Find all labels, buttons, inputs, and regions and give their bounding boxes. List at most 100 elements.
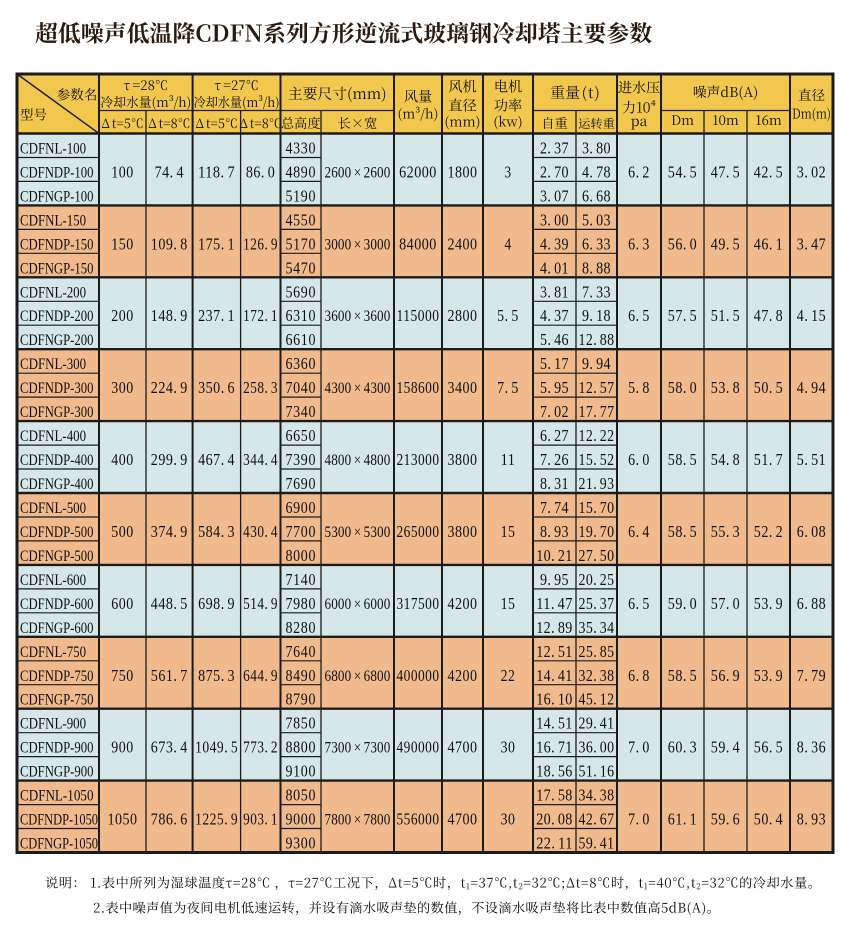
svg-text:6. 4: 6. 4 [628,522,650,541]
svg-text:1800: 1800 [447,162,477,181]
svg-text:CDFNL-600: CDFNL-600 [20,571,86,589]
svg-text:6. 5: 6. 5 [628,306,650,325]
svg-text:317500: 317500 [397,594,440,613]
svg-text:5170: 5170 [286,234,317,253]
svg-text:34. 38: 34. 38 [579,786,615,805]
svg-text:5. 17: 5. 17 [540,354,569,373]
svg-text:4. 15: 4. 15 [797,306,826,325]
svg-text:7340: 7340 [286,402,317,421]
svg-text:172. 1: 172. 1 [243,306,278,325]
svg-text:4. 94: 4. 94 [797,378,826,397]
svg-text:15: 15 [501,594,516,613]
svg-text:42. 67: 42. 67 [579,810,615,829]
svg-text:6310: 6310 [286,306,317,325]
svg-text:9300: 9300 [286,834,317,853]
svg-text:45. 12: 45. 12 [579,690,615,709]
svg-text:53. 9: 53. 9 [754,666,783,685]
svg-text:55. 3: 55. 3 [711,522,740,541]
svg-text:30: 30 [501,738,516,757]
svg-text:5. 5: 5. 5 [497,306,519,325]
svg-text:5. 51: 5. 51 [797,450,826,469]
svg-text:400000: 400000 [397,666,440,685]
svg-text:3800: 3800 [447,450,477,469]
svg-text:CDFNDP-150: CDFNDP-150 [20,235,94,253]
svg-text:2800: 2800 [447,306,477,325]
svg-text:875. 3: 875. 3 [198,666,235,685]
svg-text:3. 80: 3. 80 [582,139,611,158]
svg-text:118. 7: 118. 7 [198,162,235,181]
svg-text:4800 × 4800: 4800 × 4800 [325,451,391,469]
svg-text:4. 01: 4. 01 [540,258,569,277]
svg-text:58. 5: 58. 5 [668,522,697,541]
svg-text:430. 4: 430. 4 [243,522,278,541]
svg-text:7140: 7140 [286,570,317,589]
svg-text:16. 71: 16. 71 [536,738,573,757]
svg-text:15. 70: 15. 70 [579,498,615,517]
svg-text:CDFNL-400: CDFNL-400 [20,427,86,445]
svg-text:CDFNGP-150: CDFNGP-150 [20,259,94,277]
svg-text:35. 34: 35. 34 [579,618,615,637]
svg-text:16. 10: 16. 10 [536,690,573,709]
svg-text:8280: 8280 [286,618,317,637]
svg-text:20. 08: 20. 08 [536,810,573,829]
svg-text:2. 70: 2. 70 [540,162,569,181]
svg-text:7690: 7690 [286,474,317,493]
svg-text:CDFNL-150: CDFNL-150 [20,211,86,229]
svg-text:556000: 556000 [397,810,440,829]
svg-text:62000: 62000 [399,162,437,181]
svg-text:14. 41: 14. 41 [536,666,573,685]
svg-text:7. 79: 7. 79 [797,666,826,685]
svg-text:4. 37: 4. 37 [540,306,569,325]
svg-text:7640: 7640 [286,642,317,661]
svg-text:4. 39: 4. 39 [540,234,569,253]
svg-text:12. 89: 12. 89 [536,618,573,637]
svg-text:9. 95: 9. 95 [540,570,569,589]
svg-text:19. 70: 19. 70 [579,522,615,541]
svg-text:200: 200 [111,306,133,325]
svg-text:3. 47: 3. 47 [797,234,826,253]
svg-text:3000 × 3000: 3000 × 3000 [325,235,391,253]
svg-text:84000: 84000 [399,234,437,253]
svg-text:57. 0: 57. 0 [711,594,740,613]
svg-text:11: 11 [501,450,516,469]
svg-text:6360: 6360 [286,354,317,373]
svg-text:350. 6: 350. 6 [198,378,235,397]
svg-text:4890: 4890 [286,162,317,181]
svg-text:2. 37: 2. 37 [540,139,569,158]
svg-text:3400: 3400 [447,378,477,397]
svg-text:673. 4: 673. 4 [151,738,188,757]
svg-text:4200: 4200 [447,666,477,685]
svg-text:29. 41: 29. 41 [579,714,615,733]
svg-text:7040: 7040 [286,378,317,397]
svg-text:237. 1: 237. 1 [198,306,235,325]
svg-text:6650: 6650 [286,426,317,445]
svg-text:773. 2: 773. 2 [243,738,278,757]
svg-text:448. 5: 448. 5 [151,594,188,613]
svg-text:59. 41: 59. 41 [579,834,615,853]
svg-text:5300 × 5300: 5300 × 5300 [325,523,391,541]
svg-text:59. 4: 59. 4 [711,738,740,757]
svg-text:4: 4 [504,234,511,253]
svg-text:4330: 4330 [286,139,317,158]
svg-text:400: 400 [111,450,133,469]
svg-text:36. 00: 36. 00 [579,738,615,757]
svg-text:8. 93: 8. 93 [540,522,569,541]
svg-text:5. 03: 5. 03 [582,210,611,229]
svg-text:CDFNGP-750: CDFNGP-750 [20,691,94,709]
svg-text:46. 1: 46. 1 [754,234,783,253]
svg-text:7980: 7980 [286,594,317,613]
svg-text:CDFNGP-200: CDFNGP-200 [20,331,94,349]
svg-text:CDFNL-500: CDFNL-500 [20,499,86,517]
svg-text:6900: 6900 [286,498,317,517]
svg-text:56. 5: 56. 5 [754,738,783,757]
svg-text:CDFNL-100: CDFNL-100 [20,140,86,158]
svg-text:53. 9: 53. 9 [754,594,783,613]
svg-text:8050: 8050 [286,786,317,805]
svg-text:52. 2: 52. 2 [754,522,783,541]
svg-text:224. 9: 224. 9 [151,378,188,397]
svg-text:8490: 8490 [286,666,317,685]
svg-text:1049. 5: 1049. 5 [195,738,238,757]
svg-text:374. 9: 374. 9 [151,522,188,541]
svg-text:9100: 9100 [286,762,317,781]
svg-text:7. 26: 7. 26 [540,450,569,469]
